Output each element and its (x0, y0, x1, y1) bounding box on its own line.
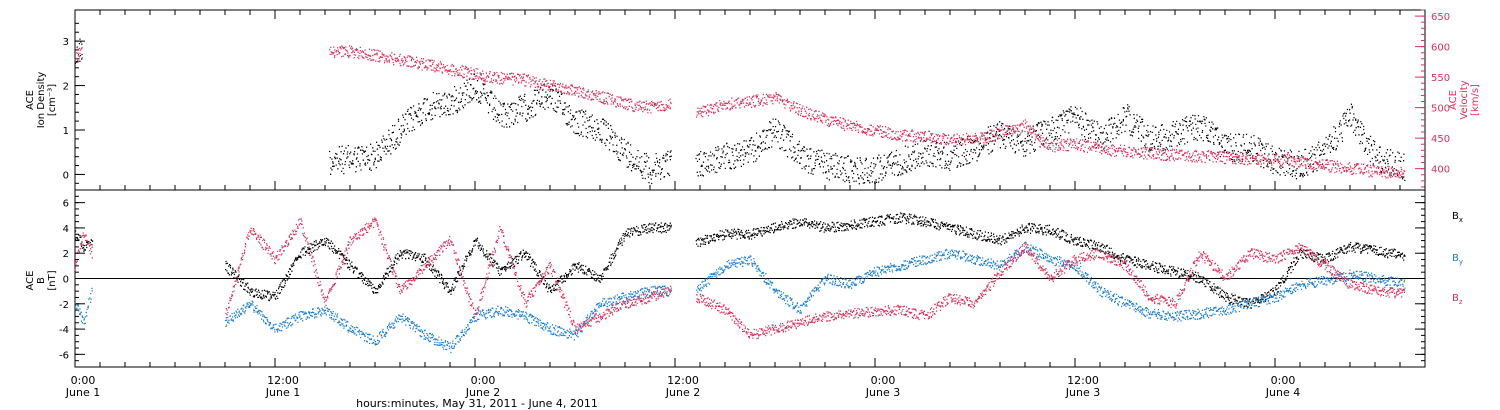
Bx-series-segment-2 (695, 212, 1406, 309)
b-tick-label: 4 (63, 224, 69, 235)
x-tick-date: June 4 (1265, 386, 1300, 399)
Bx-series-segment-1 (225, 222, 672, 302)
By-series-segment-2 (696, 241, 1406, 322)
x-tick-date: June 1 (265, 386, 300, 399)
density-series-segment-1 (329, 73, 672, 185)
velocity-series-segment-1 (329, 45, 672, 114)
velocity-tick-label: 450 (1431, 134, 1450, 145)
x-tick-time: 12:00 (1067, 374, 1099, 387)
legend-Bz: Bz (1452, 293, 1463, 306)
b-tick-label: -2 (59, 300, 69, 311)
x-tick-time: 12:00 (667, 374, 699, 387)
b-axis-label: ACEB[nT] (25, 270, 58, 290)
velocity-series-segment-0 (74, 46, 83, 62)
x-tick-date: June 2 (465, 386, 500, 399)
velocity-tick-label: 400 (1431, 165, 1450, 176)
magnetic-field-panel: -6 -4 -2 0 2 4 6 ACEB[nT] Bx By Bz (25, 189, 1463, 368)
density-velocity-panel: 0 1 2 3 400 450 500 550 600 650 ACEIon Density[cm⁻… (25, 9, 1481, 191)
x-tick-date: June 3 (1065, 386, 1100, 399)
b-tick-label: -6 (59, 350, 69, 361)
x-axis-label: hours:minutes, May 31, 2011 - June 4, 20… (356, 397, 598, 410)
x-tick-time: 0:00 (871, 374, 896, 387)
density-tick-label: 3 (63, 37, 69, 48)
x-tick-time: 12:00 (267, 374, 299, 387)
top-panel-frame (74, 9, 1426, 191)
legend-By: By (1452, 253, 1463, 266)
density-tick-label: 1 (63, 126, 69, 137)
density-series-segment-0 (74, 38, 83, 64)
velocity-tick-label: 600 (1431, 43, 1450, 54)
density-tick-label: 2 (63, 82, 69, 93)
velocity-tick-label: 550 (1431, 73, 1450, 84)
Bz-series-segment-1 (225, 217, 673, 334)
By-series-segment-0 (74, 287, 93, 325)
x-tick-date: June 3 (865, 386, 900, 399)
velocity-series-segment-2 (696, 92, 1406, 179)
b-tick-label: -4 (59, 325, 69, 336)
x-tick-time: 0:00 (471, 374, 496, 387)
velocity-tick-label: 650 (1431, 12, 1450, 23)
Bz-series-segment-2 (696, 241, 1405, 340)
density-series-segment-2 (695, 103, 1406, 185)
x-tick-time: 0:00 (71, 374, 96, 387)
density-tick-label: 0 (63, 170, 69, 181)
legend-Bx: Bx (1452, 211, 1463, 224)
x-tick-time: 0:00 (1271, 374, 1296, 387)
Bz-series-segment-0 (74, 232, 93, 271)
velocity-axis-label: ACEVelocity[km/s] (1448, 80, 1481, 119)
b-tick-label: 2 (63, 249, 69, 260)
b-tick-label: 0 (63, 275, 69, 286)
density-axis-label: ACEIon Density[cm⁻³] (25, 72, 58, 129)
b-tick-label: 6 (63, 199, 69, 210)
By-series-segment-1 (224, 285, 672, 354)
x-tick-date: June 2 (665, 386, 700, 399)
x-tick-date: June 1 (65, 386, 100, 399)
velocity-tick-label: 500 (1431, 104, 1450, 115)
